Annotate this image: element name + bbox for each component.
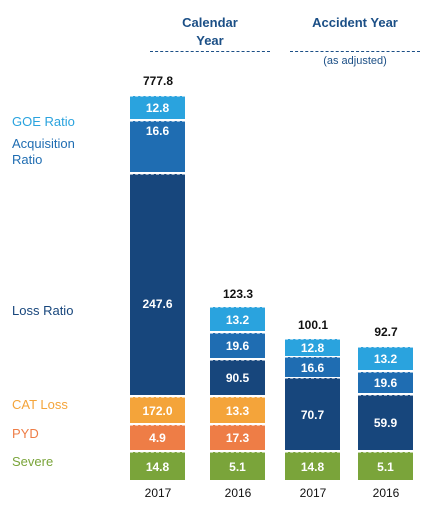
bar-year: 2017: [299, 486, 327, 500]
row-label: PYD: [12, 426, 39, 441]
row-label: Severe: [12, 454, 54, 469]
bar-total: 100.1: [297, 318, 329, 332]
bar-segment: 12.8: [285, 339, 340, 356]
bar-segment: 5.1: [358, 452, 413, 480]
group-rule: [150, 51, 270, 52]
bar-segment: 12.8: [130, 96, 185, 119]
bar-year: 2016: [372, 486, 400, 500]
bar-segment: 16.6: [130, 121, 185, 172]
bar-segment: 16.6: [285, 357, 340, 377]
group-title: Calendar Year: [182, 15, 238, 48]
group-title: Accident Year: [312, 15, 398, 30]
row-label: Acquisition Ratio: [12, 136, 75, 167]
bar-segment: 172.0: [130, 397, 185, 423]
bar-total: 123.3: [222, 287, 254, 301]
bar-segment: 59.9: [358, 395, 413, 450]
bar-segment: 70.7: [285, 378, 340, 450]
bar-total: 777.8: [142, 74, 174, 88]
row-label: GOE Ratio: [12, 114, 75, 129]
bar-segment: 13.3: [210, 397, 265, 423]
bar-segment: 19.6: [210, 333, 265, 358]
bar-segment: 4.9: [130, 425, 185, 450]
bar-segment: 13.2: [358, 347, 413, 370]
group-rule: [290, 51, 420, 52]
bar-segment: 5.1: [210, 452, 265, 480]
row-label: Loss Ratio: [12, 303, 74, 318]
bar-year: 2017: [144, 486, 172, 500]
bar-segment: 14.8: [130, 452, 185, 480]
bar-total: 92.7: [374, 325, 398, 339]
bar-year: 2016: [224, 486, 252, 500]
bar-segment: 17.3: [210, 425, 265, 450]
bar-segment: 13.2: [210, 307, 265, 331]
bar-segment: 247.6: [130, 174, 185, 395]
bar-segment: 90.5: [210, 360, 265, 395]
row-label: CAT Loss: [12, 397, 68, 412]
group-subtitle: (as adjusted): [323, 55, 387, 67]
bar-segment: 14.8: [285, 452, 340, 480]
bar-segment: 19.6: [358, 372, 413, 393]
